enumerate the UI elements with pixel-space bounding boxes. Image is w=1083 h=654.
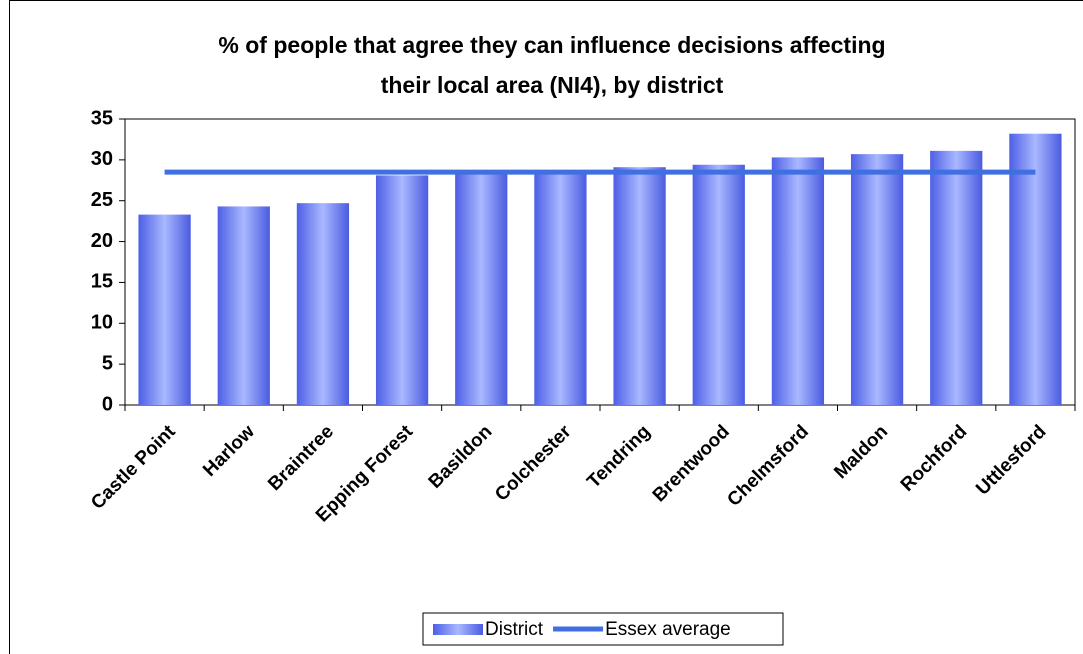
y-tick-label: 10 — [91, 312, 113, 334]
bar — [534, 171, 587, 405]
bar — [771, 157, 825, 405]
chart-title: % of people that agree they can influenc… — [218, 32, 885, 58]
bar — [930, 150, 983, 405]
bar — [1009, 133, 1062, 406]
y-tick-label: 30 — [91, 148, 113, 170]
y-tick-label: 25 — [91, 189, 113, 211]
y-tick-label: 0 — [102, 393, 113, 415]
bar — [692, 164, 745, 405]
chart-title: their local area (NI4), by district — [381, 72, 724, 98]
legend: District Essex average — [422, 612, 784, 646]
y-tick-label: 15 — [91, 271, 113, 293]
y-tick-label: 20 — [91, 230, 113, 252]
legend-label: District — [485, 619, 544, 640]
legend-swatch — [433, 624, 483, 635]
legend-label: Essex average — [605, 619, 731, 640]
bar — [375, 175, 429, 405]
y-tick-label: 35 — [91, 107, 113, 129]
bar — [613, 167, 666, 405]
bar — [850, 154, 904, 405]
bar — [217, 206, 270, 405]
bar — [138, 214, 191, 405]
bar — [296, 203, 350, 405]
bar — [455, 172, 508, 405]
y-tick-label: 5 — [102, 352, 113, 374]
